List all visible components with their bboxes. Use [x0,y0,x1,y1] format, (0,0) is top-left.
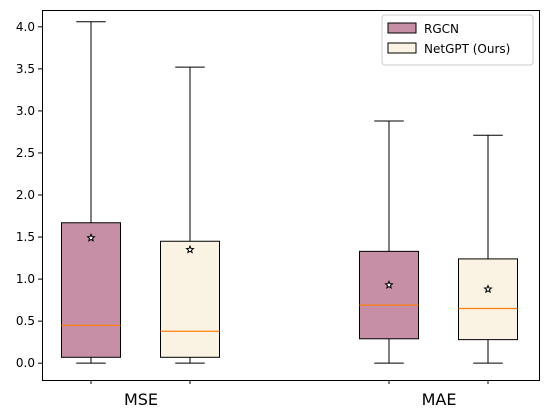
x-category-label: MAE [422,390,457,409]
y-tick-label: 3.5 [16,62,35,76]
plot-frame [42,10,540,381]
box-iqr [160,240,220,358]
mean-marker [483,284,493,294]
box-rgcn-mae [359,120,419,364]
y-tick-label: 1.5 [16,230,35,244]
legend-label: RGCN [424,22,459,36]
y-tick-label: 1.0 [16,272,35,286]
box-iqr [61,222,121,358]
box-netgpt-ours--mae [458,134,518,364]
y-tick-label: 3.0 [16,104,35,118]
y-axis: 0.0 0.5 1.0 1.5 2.0 2.5 3.0 3.5 4.0 [16,20,42,370]
y-tick-label: 0.0 [16,356,35,370]
legend-label: NetGPT (Ours) [424,42,510,56]
x-category-label: MSE [124,390,158,409]
box-netgpt-ours--mse [160,66,220,364]
mean-marker [185,244,195,254]
box-iqr [359,250,419,340]
mean-marker [384,280,394,289]
y-tick-label: 2.0 [16,188,35,202]
box-rgcn-mse [61,21,121,364]
legend-swatch [387,42,417,54]
legend-swatch [387,22,417,34]
box-group [61,21,518,364]
legend-frame [381,14,534,66]
y-tick-label: 2.5 [16,146,35,160]
y-tick-label: 0.5 [16,314,35,328]
legend: RGCN NetGPT (Ours) [381,14,534,66]
y-tick-label: 4.0 [16,20,35,34]
box-iqr [458,258,518,341]
x-axis: MSE MAE [90,380,489,409]
mean-marker [86,232,96,242]
